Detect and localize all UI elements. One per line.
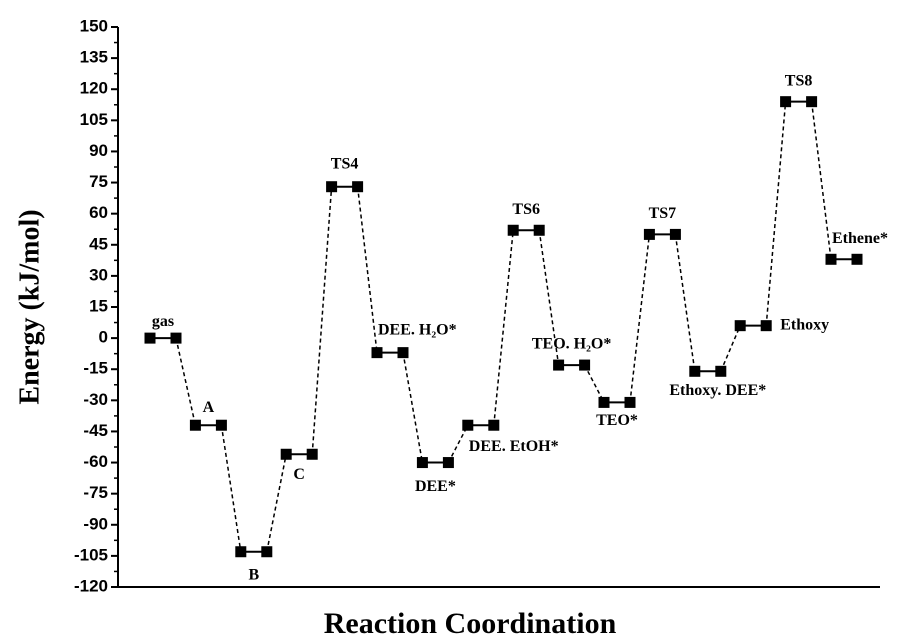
state-label: Ethene* [832, 230, 888, 247]
x-axis-title: Reaction Coordination [324, 607, 617, 640]
y-tick-label: -60 [83, 452, 108, 471]
state-label: gas [152, 313, 174, 330]
level-marker [170, 332, 182, 344]
level-marker [462, 419, 474, 431]
connector [583, 364, 605, 403]
level-marker [189, 419, 201, 431]
level-marker [326, 181, 338, 193]
level-marker [553, 359, 565, 371]
y-tick-label: 75 [89, 172, 108, 191]
connector [447, 424, 469, 463]
y-tick-label: 90 [89, 141, 108, 160]
level-marker [371, 347, 383, 359]
state-label: C [293, 466, 305, 483]
connector [356, 186, 378, 353]
y-tick-label: -90 [83, 514, 108, 533]
level-marker [306, 448, 318, 460]
level-marker [144, 332, 156, 344]
connector [674, 234, 696, 372]
level-marker [734, 320, 746, 332]
state-label: TS8 [785, 72, 813, 89]
level-marker [397, 347, 409, 359]
connector [810, 101, 832, 260]
state-label: B [248, 566, 259, 583]
y-axis-title: Energy (kJ/mol) [14, 209, 45, 404]
level-marker [442, 457, 454, 469]
connector [493, 230, 514, 426]
level-marker [624, 396, 636, 408]
level-marker [416, 457, 428, 469]
connector [220, 425, 242, 552]
level-marker [352, 181, 364, 193]
connector [629, 234, 651, 403]
connector [720, 325, 741, 372]
state-label: TEO. H₂O* [532, 336, 611, 353]
connector [311, 186, 333, 455]
level-marker [598, 396, 610, 408]
y-tick-label: -30 [83, 390, 108, 409]
connector [538, 230, 560, 366]
state-label: TEO* [596, 412, 638, 429]
connector [266, 454, 287, 552]
level-marker [235, 546, 247, 558]
y-tick-label: -75 [83, 483, 108, 502]
y-tick-label: -120 [74, 576, 108, 595]
y-tick-label: 150 [80, 16, 108, 35]
connector [765, 101, 787, 326]
y-tick-label: 105 [80, 110, 108, 129]
level-marker [669, 228, 681, 240]
state-label: DEE. EtOH* [469, 438, 559, 455]
y-tick-label: 60 [89, 203, 108, 222]
y-tick-label: 15 [89, 296, 108, 315]
state-label: TS6 [512, 201, 540, 218]
level-marker [780, 96, 792, 108]
level-marker [689, 365, 701, 377]
level-marker [507, 224, 519, 236]
y-tick-label: -15 [83, 359, 108, 378]
state-label: DEE* [415, 478, 456, 495]
level-marker [643, 228, 655, 240]
y-tick-label: -105 [74, 545, 108, 564]
level-marker [579, 359, 591, 371]
level-marker [825, 253, 837, 265]
y-tick-label: 0 [99, 328, 108, 347]
level-marker [488, 419, 500, 431]
state-label: TS4 [331, 155, 359, 172]
level-marker [280, 448, 292, 460]
level-marker [533, 224, 545, 236]
state-label: Ethoxy [780, 316, 829, 333]
level-marker [715, 365, 727, 377]
y-tick-label: -45 [83, 421, 108, 440]
level-marker [760, 320, 772, 332]
connector [402, 352, 424, 463]
y-tick-label: 120 [80, 79, 108, 98]
level-marker [806, 96, 818, 108]
y-tick-label: 45 [89, 234, 108, 253]
level-marker [215, 419, 227, 431]
connector [175, 337, 197, 426]
y-tick-label: 30 [89, 265, 108, 284]
level-marker [261, 546, 273, 558]
state-label: A [203, 399, 215, 416]
y-tick-label: 135 [80, 48, 108, 67]
level-marker [851, 253, 863, 265]
state-label: TS7 [649, 205, 677, 222]
state-label: DEE. H₂O* [378, 321, 457, 338]
state-label: Ethoxy. DEE* [669, 382, 766, 399]
